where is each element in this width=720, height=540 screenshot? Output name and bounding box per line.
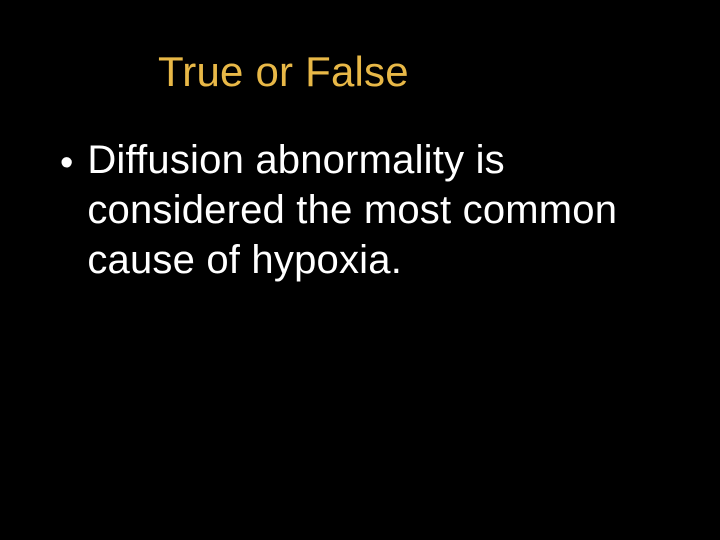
bullet-icon: • <box>60 137 73 189</box>
slide-body: • Diffusion abnormality is considered th… <box>60 135 680 285</box>
slide: True or False • Diffusion abnormality is… <box>0 0 720 540</box>
bullet-text: Diffusion abnormality is considered the … <box>87 135 680 285</box>
list-item: • Diffusion abnormality is considered th… <box>60 135 680 285</box>
slide-title: True or False <box>158 48 409 96</box>
